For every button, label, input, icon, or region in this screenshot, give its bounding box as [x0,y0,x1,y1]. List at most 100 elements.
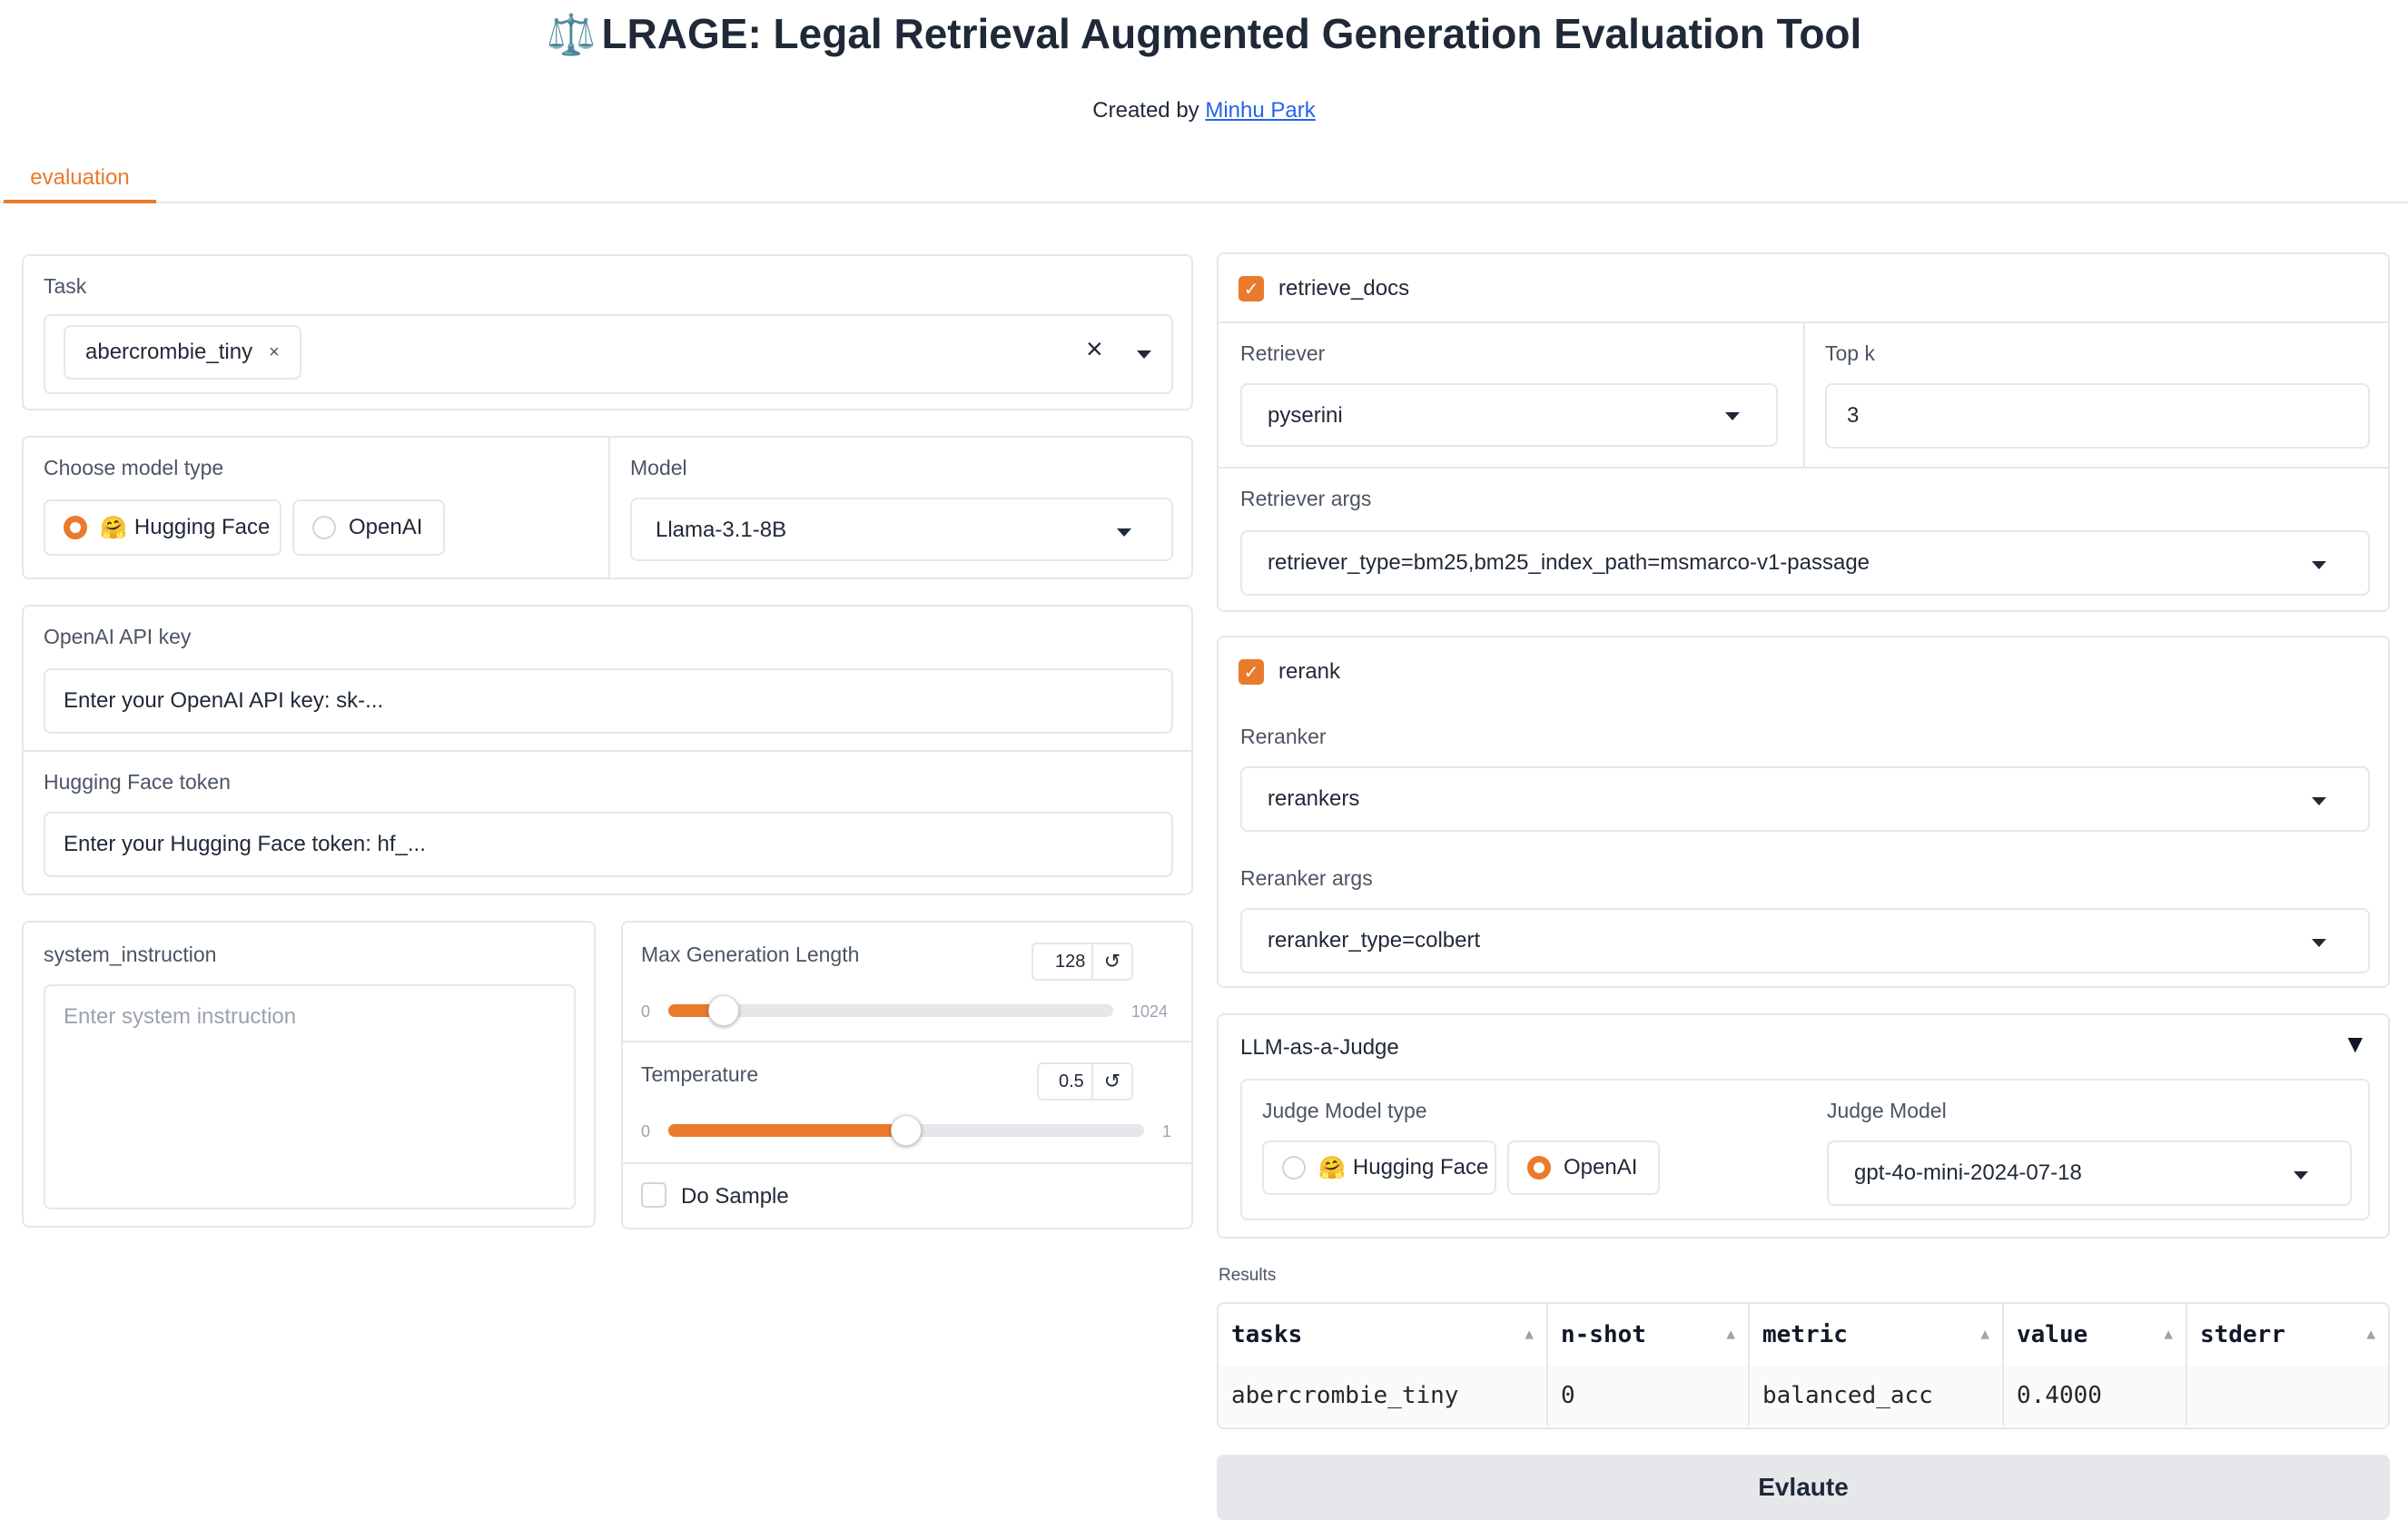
credentials-panel: OpenAI API key Enter your OpenAI API key… [22,605,1193,895]
task-panel: Task abercrombie_tiny × × [22,254,1193,410]
sort-icon[interactable]: ▲ [1726,1325,1735,1342]
table-cell[interactable]: abercrombie_tiny [1219,1366,1548,1426]
page-title-text: LRAGE: Legal Retrieval Augmented Generat… [601,10,1862,57]
chevron-down-icon[interactable] [1137,350,1151,359]
task-label: Task [44,274,87,298]
top-k-label: Top k [1825,341,1875,365]
model-value: Llama-3.1-8B [656,518,787,542]
table-cell[interactable] [2186,1366,2388,1426]
retrieval-panel: ✓ retrieve_docs Retriever pyserini Top k… [1217,252,2390,612]
sort-icon[interactable]: ▲ [2366,1325,2375,1342]
reranker-args-dropdown[interactable]: reranker_type=colbert [1240,908,2370,973]
chevron-down-icon [2312,939,2326,947]
hugging-face-icon: 🤗 [1318,1155,1346,1180]
slider-thumb[interactable] [891,1115,922,1146]
rerank-label: rerank [1278,659,1341,684]
retrieve-docs-label: retrieve_docs [1278,276,1410,301]
slider-fill [668,1124,906,1137]
evaluate-button[interactable]: Evlaute [1217,1455,2390,1520]
temperature-max: 1 [1162,1122,1172,1140]
reranker-args-value: reranker_type=colbert [1268,928,1481,953]
tab-bar-divider [0,202,2408,203]
temperature-value: 0.5 [1059,1071,1084,1091]
panel-divider [623,1162,1191,1164]
panel-divider [1803,321,1805,467]
column-header-value[interactable]: value ▲ [2003,1304,2187,1366]
table-header-row: tasks ▲ n-shot ▲ metric ▲ value ▲ stderr ▲ [1219,1304,2388,1366]
panel-divider [24,750,1191,752]
judge-inner-panel: Judge Model type 🤗 Hugging Face OpenAI J… [1240,1079,2370,1220]
retriever-dropdown[interactable]: pyserini [1240,383,1778,447]
top-k-value: 3 [1847,403,1860,428]
do-sample-label: Do Sample [681,1184,789,1209]
hf-token-label: Hugging Face token [44,770,231,794]
model-label: Model [630,456,687,479]
panel-divider [623,1041,1191,1042]
results-table: tasks ▲ n-shot ▲ metric ▲ value ▲ stderr ▲ ab… [1219,1304,2388,1426]
system-instruction-label: system_instruction [44,943,217,966]
judge-radio-hugging-face[interactable]: 🤗 Hugging Face [1262,1140,1496,1195]
hf-token-input[interactable]: Enter your Hugging Face token: hf_... [44,812,1173,877]
retrieve-docs-checkbox[interactable]: ✓ [1239,276,1264,301]
radio-openai[interactable]: OpenAI [292,499,445,556]
chevron-down-icon [1117,528,1131,537]
temperature-number-input[interactable]: 0.5 ↺ [1037,1062,1133,1101]
chip-remove-icon[interactable]: × [269,341,280,362]
tab-evaluation[interactable]: evaluation [4,162,156,203]
max-gen-max: 1024 [1131,1002,1169,1021]
sort-icon[interactable]: ▲ [1980,1325,1989,1342]
radio-label: OpenAI [349,515,423,539]
max-gen-number-input[interactable]: 128 ↺ [1031,943,1133,981]
retriever-label: Retriever [1240,341,1326,365]
column-header-metric[interactable]: metric ▲ [1749,1304,2004,1366]
reset-icon[interactable]: ↺ [1091,944,1131,979]
judge-radio-openai[interactable]: OpenAI [1507,1140,1660,1195]
model-type-label: Choose model type [44,456,224,479]
judge-accordion-header[interactable]: LLM-as-a-Judge ▼ [1219,1015,2388,1079]
clear-icon[interactable]: × [1086,332,1103,365]
sort-icon[interactable]: ▲ [1525,1325,1534,1342]
temperature-min: 0 [641,1122,651,1140]
panel-divider [608,438,610,578]
openai-key-input[interactable]: Enter your OpenAI API key: sk-... [44,668,1173,734]
judge-panel: LLM-as-a-Judge ▼ Judge Model type 🤗 Hugg… [1217,1013,2390,1239]
table-cell[interactable]: 0.4000 [2003,1366,2187,1426]
column-header-tasks[interactable]: tasks ▲ [1219,1304,1548,1366]
reranker-args-label: Reranker args [1240,866,1373,890]
radio-hugging-face[interactable]: 🤗 Hugging Face [44,499,281,556]
judge-model-type-label: Judge Model type [1262,1099,1427,1122]
chevron-down-icon [2312,561,2326,569]
task-dropdown[interactable]: abercrombie_tiny × × [44,314,1173,394]
radio-unselected-icon [312,516,336,539]
radio-selected-icon [1527,1156,1551,1180]
chevron-down-icon [1725,412,1740,420]
rerank-panel: ✓ rerank Reranker rerankers Reranker arg… [1217,636,2390,988]
reset-icon[interactable]: ↺ [1091,1064,1131,1099]
rerank-checkbox[interactable]: ✓ [1239,659,1264,685]
retriever-args-dropdown[interactable]: retriever_type=bm25,bm25_index_path=msma… [1240,530,2370,596]
column-header-n-shot[interactable]: n-shot ▲ [1547,1304,1750,1366]
judge-model-value: gpt-4o-mini-2024-07-18 [1854,1160,2082,1185]
collapse-triangle-icon[interactable]: ▼ [2343,1030,2368,1058]
slider-thumb[interactable] [708,995,740,1026]
do-sample-checkbox[interactable] [641,1182,666,1208]
sort-icon[interactable]: ▲ [2164,1325,2173,1342]
model-dropdown[interactable]: Llama-3.1-8B [630,498,1173,561]
model-panel: Choose model type 🤗 Hugging Face OpenAI … [22,436,1193,579]
reranker-value: rerankers [1268,786,1360,811]
judge-model-label: Judge Model [1827,1099,1947,1122]
hugging-face-icon: 🤗 [100,515,127,540]
panel-divider [1219,467,2388,469]
column-header-stderr[interactable]: stderr ▲ [2200,1321,2375,1348]
reranker-dropdown[interactable]: rerankers [1240,766,2370,832]
table-cell[interactable]: balanced_acc [1749,1366,2004,1426]
author-link[interactable]: Minhu Park [1205,98,1316,123]
table-cell[interactable]: 0 [1547,1366,1750,1426]
judge-model-dropdown[interactable]: gpt-4o-mini-2024-07-18 [1827,1140,2352,1206]
system-instruction-textarea[interactable]: Enter system instruction [44,984,576,1209]
subtitle: Created by Minhu Park [0,98,2408,123]
radio-label: Hugging Face [1352,1155,1489,1180]
top-k-input[interactable]: 3 [1825,383,2370,449]
radio-label: Hugging Face [133,515,271,539]
results-label: Results [1219,1266,1277,1285]
